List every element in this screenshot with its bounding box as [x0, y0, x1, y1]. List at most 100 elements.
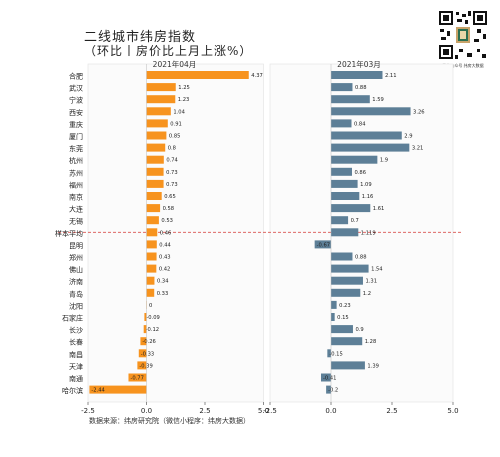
- bar-apr: [146, 167, 164, 176]
- category-label: 南通: [69, 374, 83, 383]
- bar-mar: [331, 325, 353, 334]
- category-label: 无锡: [69, 217, 83, 226]
- category-label: 长沙: [69, 326, 83, 335]
- bar-value-label: -0.67: [317, 242, 330, 248]
- bar-apr: [146, 264, 157, 273]
- category-label: 东莞: [69, 144, 83, 153]
- bar-value-label: -0.77: [130, 376, 143, 382]
- category-label: 厦门: [69, 132, 83, 141]
- bar-value-label: 1.16: [362, 194, 374, 200]
- bar-value-label: 0.88: [355, 85, 367, 91]
- bar-mar: [331, 228, 359, 237]
- bar-apr: [146, 95, 176, 104]
- bar-value-label: 3.26: [413, 109, 425, 115]
- bar-mar: [331, 71, 383, 79]
- panel-background: [87, 63, 264, 403]
- category-label: 重庆: [69, 120, 83, 129]
- bar-value-label: 1.09: [360, 182, 372, 188]
- category-label: 西安: [69, 108, 83, 117]
- bar-value-label: -0.15: [329, 351, 342, 357]
- qr-code-icon: [437, 9, 489, 61]
- bar-apr: [140, 337, 147, 346]
- bar-value-label: 2.9: [404, 134, 412, 140]
- category-label: 天津: [69, 363, 83, 371]
- bar-apr: [146, 204, 161, 213]
- bar-value-label: 1.28: [365, 339, 377, 345]
- category-label: 合肥: [69, 72, 83, 81]
- bar-apr: [146, 276, 155, 285]
- bar-apr: [146, 216, 159, 225]
- bar-value-label: 0.73: [166, 170, 178, 176]
- x-tick-label: 2.5: [199, 407, 210, 415]
- bar-value-label: 1.39: [367, 363, 379, 369]
- bar-value-label: 1.9: [380, 158, 388, 164]
- bar-value-label: 0.44: [159, 242, 171, 248]
- category-label: 郑州: [69, 254, 83, 262]
- chart-subtitle: （环比丨房价比上月上涨%）: [84, 44, 253, 58]
- bar-mar: [320, 373, 331, 382]
- series-legend-label: 2021年04月: [153, 59, 197, 69]
- bar-mar: [331, 83, 353, 92]
- bar-value-label: 1.31: [365, 279, 377, 285]
- bar-apr: [146, 143, 166, 152]
- x-tick-label: -2.5: [263, 407, 277, 415]
- bar-mar: [331, 131, 402, 140]
- bar-mar: [331, 143, 410, 152]
- source-note: 数据来源：纬房研究院（微信小程序：纬房大数据）: [89, 416, 250, 425]
- category-label: 青岛: [69, 289, 83, 298]
- bar-value-label: 0.9: [355, 327, 363, 333]
- bar-apr: [146, 155, 164, 164]
- category-label: 南京: [69, 193, 83, 202]
- bar-apr: [146, 131, 167, 140]
- bar-value-label: 1.25: [178, 85, 190, 91]
- bar-value-label: 0.34: [157, 279, 169, 285]
- category-label: 苏州: [69, 168, 83, 177]
- bar-value-label: 0.53: [161, 218, 173, 224]
- bar-value-label: 0.91: [170, 121, 182, 127]
- bar-apr: [146, 107, 171, 116]
- bar-apr: [146, 288, 155, 297]
- x-tick-label: 5.0: [447, 407, 458, 415]
- bar-mar: [326, 385, 331, 394]
- bar-value-label: 4.37: [251, 73, 263, 79]
- bar-mar: [331, 155, 378, 164]
- category-label: 佛山: [69, 265, 83, 274]
- bar-mar: [331, 179, 358, 188]
- category-label: 样本平均: [55, 229, 83, 238]
- bar-value-label: 0.15: [337, 315, 349, 321]
- bar-value-label: 0.88: [355, 255, 367, 261]
- bar-value-label: 0.43: [159, 255, 171, 261]
- bar-apr: [146, 240, 157, 249]
- bar-value-label: 1.2: [363, 291, 371, 297]
- category-label: 武汉: [69, 84, 83, 93]
- x-tick-label: -2.5: [81, 407, 95, 415]
- x-tick-label: 5.0: [258, 407, 269, 415]
- bar-value-label: 2.11: [385, 73, 397, 79]
- x-tick-label: 0.0: [141, 407, 152, 415]
- bar-apr: [146, 228, 158, 237]
- bar-value-label: -0.2: [328, 388, 338, 394]
- bar-value-label: 0.74: [166, 158, 178, 164]
- category-label: 石家庄: [62, 314, 83, 323]
- category-label: 昆明: [69, 242, 83, 250]
- series-legend-label: 2021年03月: [337, 59, 381, 69]
- bar-value-label: 3.21: [412, 146, 424, 152]
- bar-value-label: 0.7: [351, 218, 359, 224]
- bar-value-label: 0.46: [160, 230, 172, 236]
- bar-mar: [331, 167, 352, 176]
- bar-value-label: 0.84: [354, 121, 366, 127]
- bar-mar: [331, 107, 411, 116]
- category-label: 杭州: [69, 156, 83, 165]
- category-label: 宁波: [69, 96, 83, 105]
- bar-value-label: -0.41: [323, 376, 336, 382]
- bar-mar: [331, 204, 371, 213]
- bar-value-label: 0.42: [159, 267, 171, 273]
- category-label: 长春: [69, 338, 83, 347]
- bar-mar: [327, 349, 331, 358]
- bar-value-label: -0.12: [146, 327, 159, 333]
- category-label: 沈阳: [69, 301, 83, 310]
- bar-value-label: 0.33: [157, 291, 169, 297]
- bar-value-label: -0.09: [146, 315, 159, 321]
- bar-value-label: 0.8: [168, 146, 176, 152]
